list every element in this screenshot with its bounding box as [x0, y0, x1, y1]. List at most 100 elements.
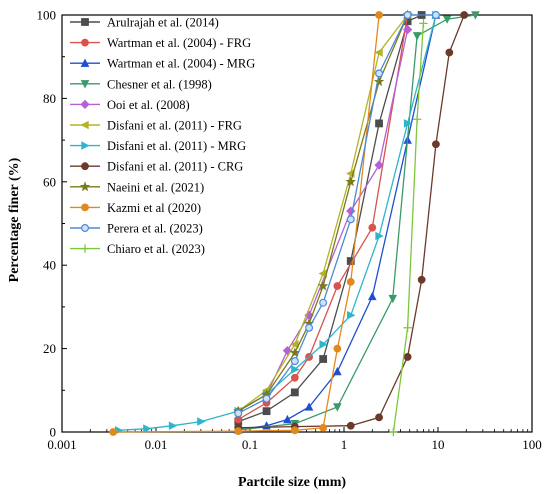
legend-item: Chiaro et al. (2023) — [70, 242, 205, 256]
legend-marker — [81, 203, 89, 212]
legend-marker — [80, 58, 90, 67]
legend-label: Disfani et al. (2011) - MRG — [107, 139, 246, 153]
legend-marker — [79, 181, 91, 192]
series-line — [238, 14, 422, 423]
data-point — [403, 353, 412, 361]
data-point — [403, 11, 412, 20]
data-point — [412, 115, 422, 124]
data-point — [168, 421, 178, 431]
series-8 — [234, 11, 469, 432]
data-point — [431, 11, 440, 20]
y-axis-ticks: 0 20 40 60 80 100 — [37, 8, 67, 440]
data-point — [373, 76, 385, 87]
x-tick-label: 10 — [432, 437, 445, 452]
x-axis-title: Partcile size (mm) — [238, 475, 346, 490]
data-point — [417, 275, 426, 284]
data-point — [471, 11, 480, 20]
series-line — [392, 23, 425, 433]
data-point — [375, 11, 383, 19]
legend-item: Disfani et al. (2011) - MRG — [70, 139, 246, 153]
data-point — [375, 231, 384, 241]
legend-marker — [81, 18, 89, 26]
legend-label: Chesner et al. (1998) — [107, 77, 212, 91]
data-point — [442, 15, 452, 24]
data-point — [234, 409, 243, 418]
series-line — [238, 14, 437, 431]
data-point — [109, 428, 118, 436]
legend-marker — [80, 224, 89, 233]
data-point — [374, 160, 384, 170]
legend-item: Disfani et al. (2011) - CRG — [70, 160, 243, 174]
data-point — [290, 357, 299, 366]
data-point — [333, 403, 342, 412]
data-point — [304, 402, 314, 411]
legend-item: Chesner et al. (1998) — [70, 77, 212, 91]
y-tick-label: 60 — [43, 174, 56, 189]
data-point — [389, 427, 398, 437]
legend-item: Wartman et al. (2004) - MRG — [70, 57, 255, 71]
data-point — [283, 414, 292, 424]
data-point — [346, 215, 355, 224]
data-point — [319, 340, 328, 349]
x-tick-label: 100 — [522, 437, 542, 452]
data-point — [445, 48, 454, 57]
y-tick-label: 0 — [50, 425, 57, 440]
legend-item: Disfani et al. (2011) - FRG — [70, 119, 242, 133]
series-line — [118, 14, 437, 431]
data-point — [319, 298, 328, 307]
series-lines — [109, 9, 480, 437]
legend-label: Kazmi et al (2020) — [107, 201, 201, 215]
legend-item: Perera et al. (2023) — [70, 222, 203, 236]
data-point — [291, 365, 300, 374]
data-point — [333, 282, 342, 290]
data-point — [319, 355, 328, 363]
data-point — [368, 291, 377, 301]
data-point — [333, 366, 342, 376]
data-point — [197, 417, 206, 426]
x-axis-ticks: 0.001 0.01 0.1 1 10 100 — [47, 427, 542, 452]
legend-marker — [80, 80, 90, 89]
data-point — [143, 424, 152, 433]
legend-label: Perera et al. (2023) — [107, 222, 203, 236]
series-1 — [234, 11, 426, 426]
data-point — [333, 344, 342, 353]
legend-marker — [81, 141, 90, 150]
data-point — [460, 11, 469, 19]
y-tick-label: 20 — [43, 341, 56, 356]
legend-item: Arulrajah et al. (2014) — [70, 16, 219, 30]
data-point — [374, 48, 383, 57]
data-point — [375, 69, 384, 78]
legend-label: Disfani et al. (2011) - FRG — [107, 119, 242, 133]
data-point — [368, 223, 377, 232]
legend: Arulrajah et al. (2014) Wartman et al. (2… — [70, 16, 255, 256]
data-point — [289, 347, 301, 358]
legend-marker — [80, 99, 90, 110]
legend-item: Wartman et al. (2004) - FRG — [70, 36, 251, 50]
data-point — [319, 423, 328, 432]
legend-marker — [81, 38, 89, 47]
data-point — [305, 323, 314, 332]
data-point — [290, 373, 299, 382]
legend-label: Disfani et al. (2011) - CRG — [107, 160, 243, 174]
data-point — [419, 19, 428, 28]
data-point — [412, 32, 422, 41]
legend-label: Arulrajah et al. (2014) — [107, 16, 219, 30]
x-tick-label: 1 — [341, 437, 348, 452]
data-point — [290, 388, 299, 397]
x-tick-label: 0.1 — [242, 437, 258, 452]
data-point — [346, 206, 356, 216]
legend-item: Kazmi et al (2020) — [70, 201, 201, 215]
data-point — [262, 394, 271, 403]
x-tick-label: 0.001 — [47, 437, 76, 452]
data-point — [375, 413, 383, 422]
data-point — [403, 119, 413, 128]
data-point — [262, 407, 271, 416]
legend-label: Wartman et al. (2004) - MRG — [107, 57, 255, 71]
data-point — [346, 277, 355, 286]
data-point — [317, 280, 329, 291]
data-point — [345, 176, 356, 187]
data-point — [347, 310, 356, 320]
legend-label: Wartman et al. (2004) - FRG — [107, 36, 251, 50]
data-point — [432, 140, 440, 149]
